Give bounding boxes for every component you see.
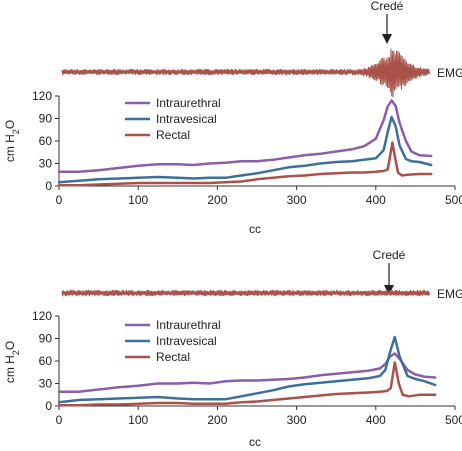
legend-label-rectal: Rectal <box>156 350 190 364</box>
legend: Intraurethral Intravesical Rectal <box>125 96 221 142</box>
y-tick-label: 30 <box>39 377 53 391</box>
emg-signal <box>61 289 430 297</box>
legend: Intraurethral Intravesical Rectal <box>125 318 221 364</box>
series-line-intraurethral <box>57 352 437 394</box>
crede-arrow <box>384 263 394 295</box>
legend-label-rectal: Rectal <box>156 128 190 142</box>
crede-label: Credé <box>373 248 406 262</box>
x-tick-label: 400 <box>366 193 386 207</box>
series-line-rectal <box>57 361 437 407</box>
emg-trace <box>61 289 430 297</box>
y-tick-label: 60 <box>39 134 53 148</box>
y-tick-label: 90 <box>39 332 53 346</box>
x-tick-label: 200 <box>207 193 227 207</box>
x-tick-label: 0 <box>56 193 63 207</box>
series-lines <box>57 335 437 407</box>
crede-arrow <box>382 14 392 44</box>
y-tick-label: 120 <box>32 309 52 323</box>
y-tick-label: 120 <box>32 89 52 103</box>
x-tick-label: 400 <box>366 413 386 427</box>
y-tick-label: 0 <box>45 179 52 193</box>
x-tick-label: 300 <box>287 193 307 207</box>
y-tick-label: 60 <box>39 354 53 368</box>
y-axis-label: cm H2O <box>3 341 21 383</box>
series-lines <box>57 99 433 187</box>
legend-label-intravesical: Intravesical <box>156 334 217 348</box>
x-tick-label: 300 <box>287 413 307 427</box>
chart-panel-bottom: Credé EMG 0 30 60 90 120 0 100 200 300 400 500 cm … <box>3 248 462 449</box>
y-tick-label: 30 <box>39 157 53 171</box>
x-tick-label: 500 <box>445 193 462 207</box>
emg-trace <box>61 48 430 98</box>
x-tick-label: 100 <box>128 193 148 207</box>
series-line-intraurethral <box>57 99 433 174</box>
legend-label-intravesical: Intravesical <box>156 112 217 126</box>
chart-panel-top: Credé EMG 0 30 60 90 120 0 100 200 300 400 500 cm … <box>3 0 462 236</box>
x-tick-label: 200 <box>207 413 227 427</box>
axes: 0 30 60 90 120 0 100 200 300 400 500 <box>32 89 462 207</box>
series-line-rectal <box>57 141 433 187</box>
legend-label-intraurethral: Intraurethral <box>156 318 221 332</box>
emg-signal <box>61 48 430 98</box>
series-line-intravesical <box>57 115 433 184</box>
crede-label: Credé <box>371 0 404 13</box>
series-line-intravesical <box>57 335 437 404</box>
x-axis-label: cc <box>249 222 261 236</box>
x-tick-label: 0 <box>56 413 63 427</box>
emg-label: EMG <box>437 287 462 301</box>
x-axis-label: cc <box>249 435 261 449</box>
emg-label: EMG <box>437 66 462 80</box>
legend-label-intraurethral: Intraurethral <box>156 96 221 110</box>
y-tick-label: 0 <box>45 399 52 413</box>
axes: 0 30 60 90 120 0 100 200 300 400 500 <box>32 309 462 427</box>
y-axis-label: cm H2O <box>3 120 21 162</box>
x-tick-label: 100 <box>128 413 148 427</box>
y-tick-label: 90 <box>39 112 53 126</box>
x-tick-label: 500 <box>445 413 462 427</box>
